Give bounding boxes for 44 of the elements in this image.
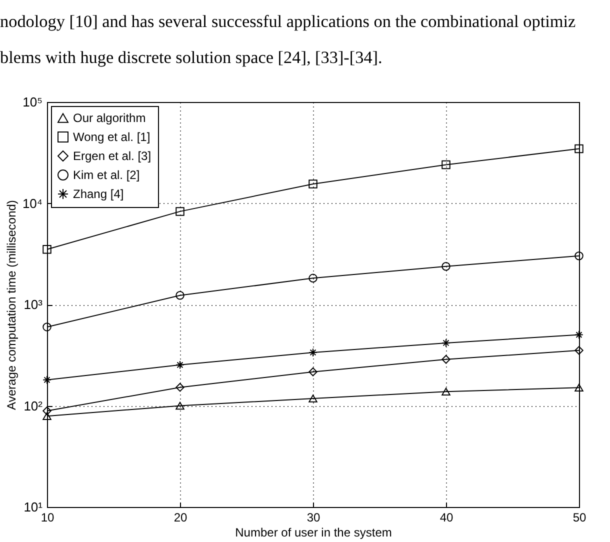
point — [42, 376, 52, 384]
point — [42, 406, 52, 416]
point — [176, 207, 184, 216]
legend-label: Kim et al. [2] — [73, 168, 140, 182]
point — [442, 388, 450, 396]
legend-label: Wong et al. [1] — [73, 130, 150, 144]
y-tick-label: 10¹ — [24, 500, 44, 514]
point — [308, 368, 318, 376]
y-tick-label: 10⁴ — [22, 196, 42, 211]
legend-label: Our algorithm — [73, 111, 146, 125]
point — [308, 394, 318, 402]
x-tick-label: 40 — [440, 510, 454, 524]
point — [42, 322, 52, 332]
x-tick-label: 10 — [40, 510, 54, 524]
point — [442, 355, 450, 364]
y-tick-label: 10⁵ — [22, 94, 42, 110]
point — [176, 360, 184, 370]
point — [574, 330, 584, 340]
legend-label: Zhang [4] — [73, 187, 124, 201]
point — [442, 160, 450, 170]
point — [42, 245, 52, 254]
point — [308, 348, 318, 357]
y-tick-label: 10³ — [24, 297, 44, 312]
point — [176, 291, 184, 300]
point — [176, 382, 184, 392]
x-tick-label: 20 — [174, 510, 188, 524]
text: blems with huge discrete solution space [24], [33]-[34]. — [0, 47, 384, 69]
point — [574, 144, 584, 154]
point — [442, 338, 450, 348]
y-axis-title: Average computation time (millisecond) — [4, 200, 18, 410]
text: nodology [10] and has several successful applications on the combinational optimiz — [0, 11, 577, 33]
point — [176, 402, 184, 410]
point — [574, 384, 584, 392]
point — [308, 274, 318, 283]
x-tick-label: 30 — [306, 510, 320, 524]
legend-label: Ergen et al. [3] — [73, 149, 152, 163]
y-tick-label: 10² — [24, 398, 44, 414]
x-axis-title: Number of user in the system — [235, 526, 392, 540]
point — [574, 252, 584, 260]
point — [42, 412, 52, 420]
point — [308, 180, 318, 188]
point — [442, 262, 450, 271]
point — [574, 346, 584, 355]
x-tick-label: 50 — [572, 510, 586, 524]
